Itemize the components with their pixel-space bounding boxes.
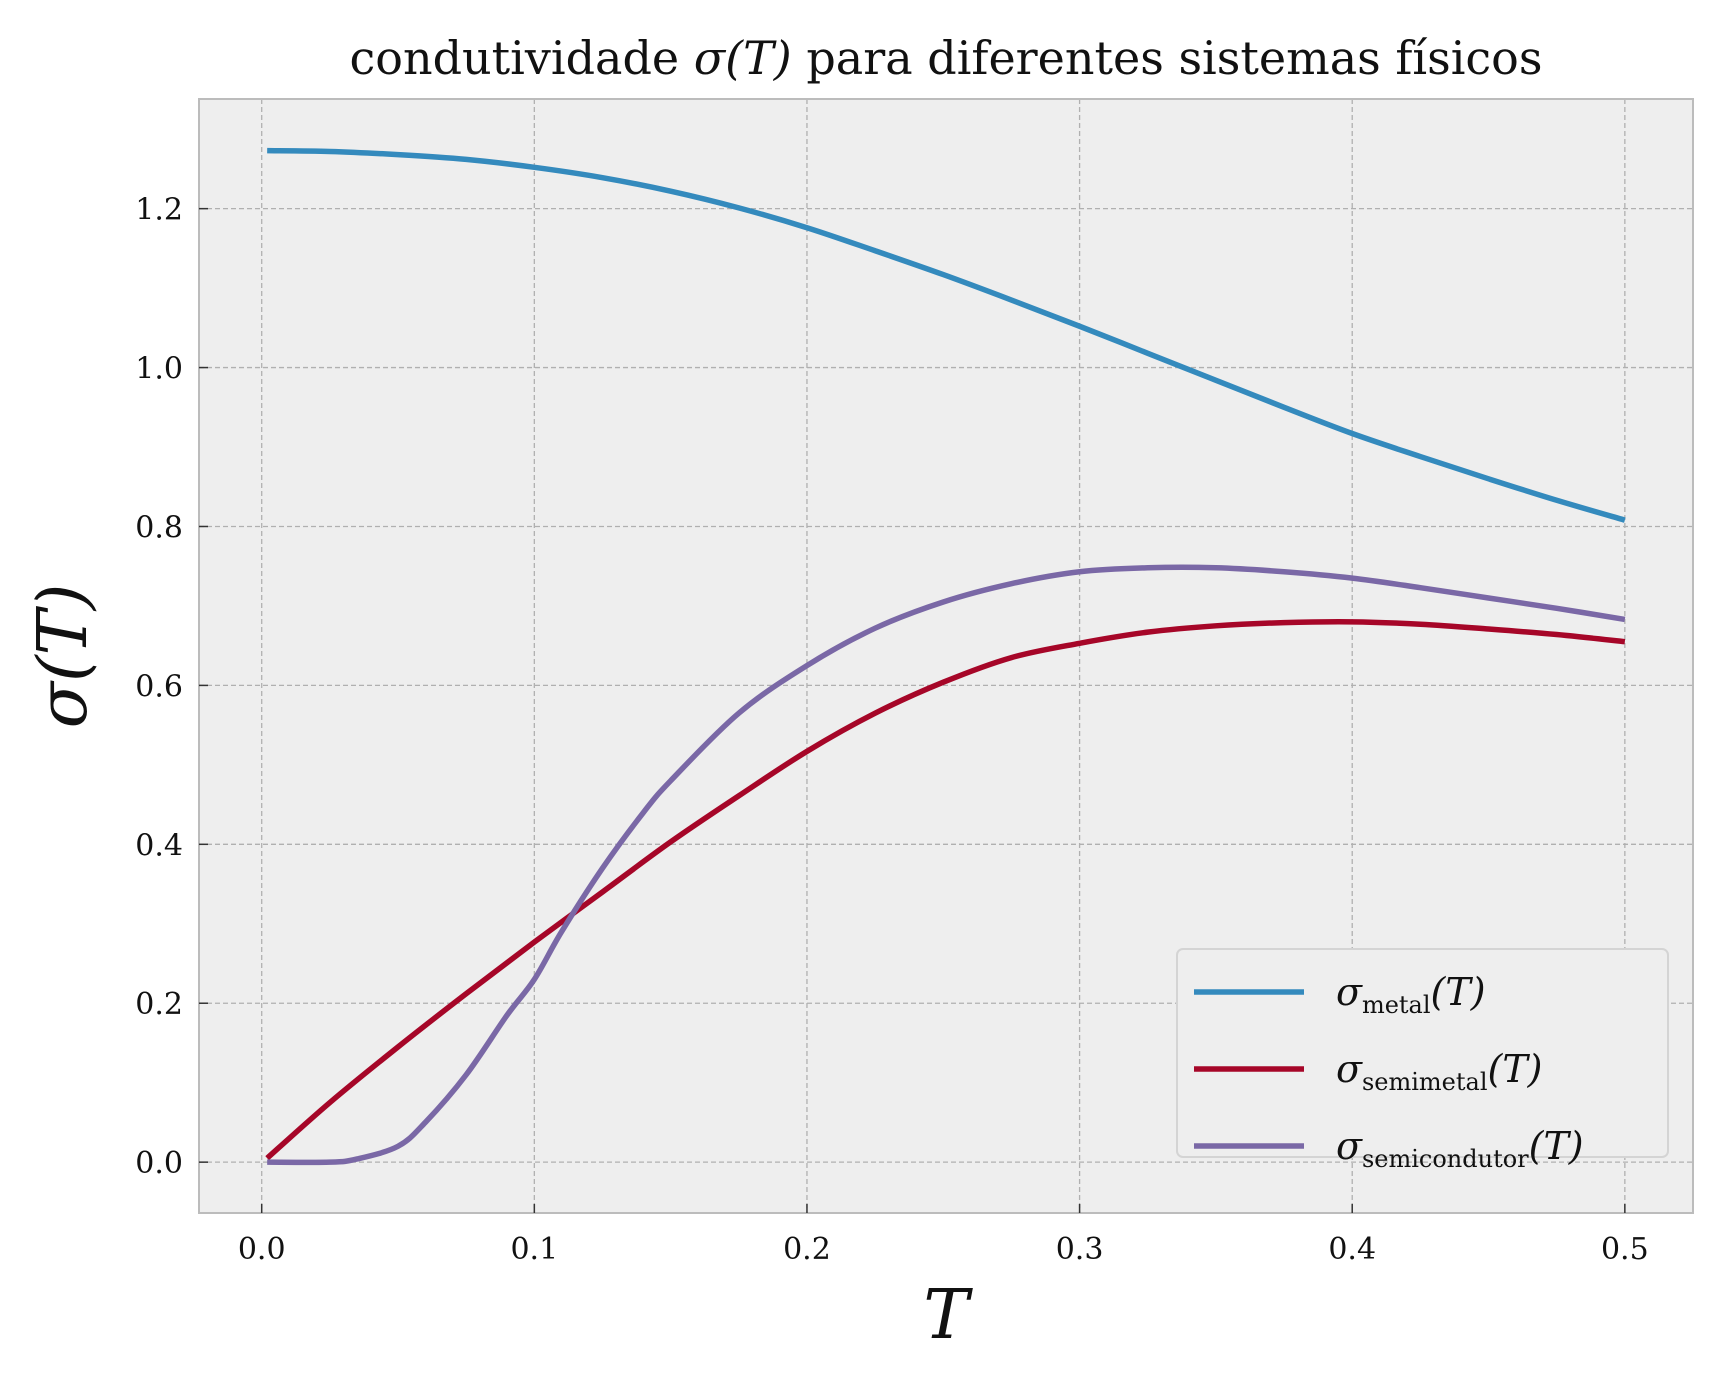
x-tick-label: 0.4 [1328, 1232, 1376, 1267]
series-line-semicondutor [267, 564, 1626, 1166]
legend-box [1176, 948, 1669, 1158]
y-tick-label: 0.0 [135, 1146, 183, 1181]
ticks: 0.0 0.1 0.2 0.3 0.4 0.5 0.0 0.2 0.4 0.6 0.8 1.0 1.2 [135, 193, 1648, 1267]
chart-title-prefix: condutividade [350, 31, 694, 85]
x-tick-label: 0.3 [1056, 1232, 1104, 1267]
y-tick-label: 0.2 [135, 987, 183, 1022]
y-tick-label: 0.4 [135, 828, 183, 863]
x-tick-label: 0.2 [783, 1232, 831, 1267]
x-tick-label: 0.1 [510, 1232, 558, 1267]
legend-label-semimetal: σsemimetal(T) [1336, 1047, 1543, 1096]
chart-title: condutividade σ(T) para diferentes siste… [350, 31, 1543, 85]
x-tick-label: 0.5 [1601, 1232, 1649, 1267]
legend-label-semicondutor: σsemicondutor(T) [1336, 1124, 1584, 1173]
plot-frame [198, 98, 1694, 1214]
series-lines [265, 147, 1626, 1166]
y-tick-label: 1.2 [135, 193, 183, 228]
chart-title-suffix: para diferentes sistemas físicos [792, 31, 1543, 85]
y-tick-label: 0.6 [135, 669, 183, 704]
x-tick-label: 0.0 [238, 1232, 286, 1267]
y-tick-label: 1.0 [135, 352, 183, 387]
y-tick-label: 0.8 [135, 510, 183, 545]
series-line-semimetal [265, 619, 1626, 1161]
series-line-metal [267, 147, 1626, 523]
legend: σmetal(T) σsemimetal(T) σsemicondutor(T) [1176, 948, 1669, 1173]
chart-title-symbol: σ(T) [694, 31, 792, 85]
grid [199, 99, 1693, 1213]
y-axis-label: σ(T) [24, 584, 103, 729]
legend-label-metal: σmetal(T) [1336, 970, 1486, 1019]
x-axis-label: T [923, 1276, 973, 1355]
